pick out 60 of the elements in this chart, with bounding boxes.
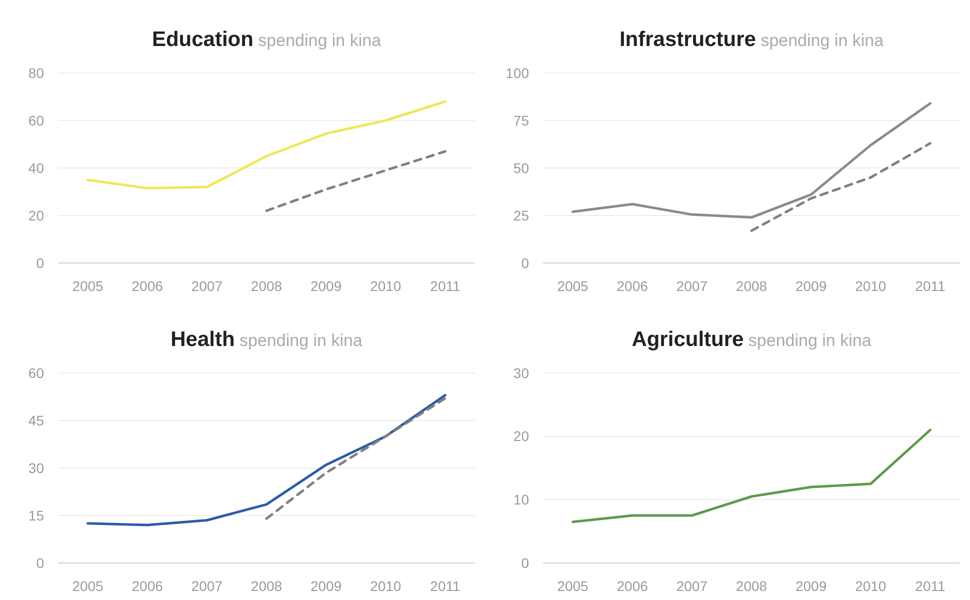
y-tick-label: 45	[28, 412, 44, 428]
y-tick-label: 60	[28, 112, 44, 128]
line-series	[86, 394, 446, 526]
y-tick-label: 0	[36, 554, 44, 571]
y-tick-label: 60	[28, 364, 44, 381]
x-tick-label: 2010	[855, 578, 886, 594]
chart-title: Infrastructure	[619, 28, 756, 51]
line-series	[265, 397, 446, 520]
chart-subtitle: spending in kina	[234, 331, 363, 350]
chart-subtitle: spending in kina	[756, 31, 884, 50]
y-tick-label: 100	[506, 64, 530, 81]
x-tick-label: 2006	[616, 578, 648, 594]
y-tick-label: 0	[521, 554, 530, 571]
y-tick-label: 30	[28, 460, 44, 476]
x-tick-label: 2008	[250, 578, 282, 594]
x-tick-label: 2005	[557, 578, 589, 594]
y-tick-label: 10	[513, 492, 530, 508]
x-tick-label: 2005	[72, 278, 104, 294]
y-tick-label: 80	[28, 64, 44, 81]
x-tick-label: 2006	[132, 578, 164, 594]
x-tick-label: 2008	[736, 278, 768, 294]
line-series	[86, 100, 446, 190]
x-tick-label: 2010	[370, 278, 402, 294]
x-tick-label: 2005	[72, 578, 104, 594]
x-tick-label: 2009	[310, 278, 342, 294]
y-tick-label: 30	[513, 364, 530, 381]
y-tick-label: 40	[28, 160, 44, 176]
x-tick-label: 2009	[795, 578, 827, 594]
y-tick-label: 15	[28, 507, 44, 524]
y-tick-label: 0	[521, 254, 530, 271]
x-tick-label: 2011	[430, 278, 460, 294]
x-tick-label: 2007	[676, 578, 708, 594]
x-tick-label: 2005	[557, 278, 589, 294]
chart-title: Agriculture	[632, 328, 744, 351]
x-tick-label: 2007	[676, 278, 708, 294]
x-tick-label: 2009	[795, 278, 827, 294]
y-tick-label: 25	[513, 207, 530, 224]
x-tick-label: 2006	[616, 278, 648, 294]
x-tick-label: 2007	[191, 578, 223, 594]
x-tick-label: 2008	[250, 278, 282, 294]
y-tick-label: 20	[28, 207, 44, 224]
x-tick-label: 2010	[370, 578, 402, 594]
x-tick-label: 2010	[855, 278, 886, 294]
chart-subtitle: spending in kina	[253, 31, 382, 50]
y-tick-label: 50	[513, 160, 530, 176]
line-series	[572, 428, 932, 524]
x-tick-label: 2008	[736, 578, 768, 594]
y-tick-label: 75	[513, 112, 530, 128]
line-series	[265, 150, 446, 212]
chart-title: Education	[152, 28, 254, 51]
x-tick-label: 2006	[132, 278, 164, 294]
x-tick-label: 2011	[915, 578, 946, 594]
y-tick-label: 0	[36, 254, 44, 271]
x-tick-label: 2007	[191, 278, 223, 294]
x-tick-label: 2011	[915, 278, 946, 294]
y-tick-label: 20	[513, 428, 530, 444]
chart-title: Health	[170, 328, 235, 351]
x-tick-label: 2009	[310, 578, 342, 594]
x-tick-label: 2011	[430, 578, 460, 594]
chart-subtitle: spending in kina	[744, 331, 872, 350]
